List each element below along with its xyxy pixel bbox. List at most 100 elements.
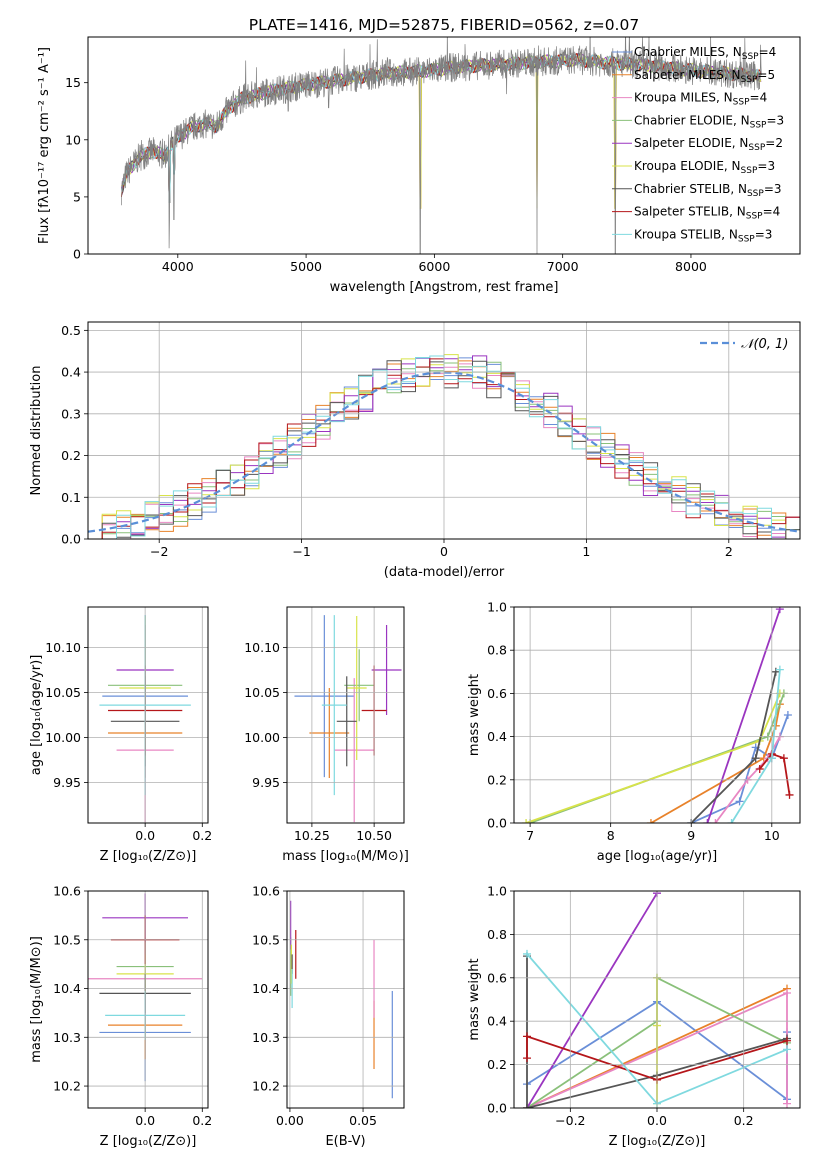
legend-label-chabrier_miles: Chabrier MILES, NSSP=4 xyxy=(634,45,776,62)
legend-label-text: Kroupa STELIB, N xyxy=(634,227,738,241)
weight-point-kroupa_stelib xyxy=(783,1045,791,1054)
legend-label-suffix: =4 xyxy=(750,91,768,105)
x-axis-label: Z [log₁₀(Z/Z⊙)] xyxy=(609,1134,706,1149)
y-tick-label: 10.10 xyxy=(45,640,81,655)
legend-label-subscript: SSP xyxy=(741,166,758,176)
legend-label-subscript: SSP xyxy=(742,52,759,62)
weight-point-kroupa_miles xyxy=(711,819,720,823)
x-tick-label: 0.2 xyxy=(734,1113,754,1128)
panel-age_vs_mass: 10.25 10.50 9.95 10.00 10.05 10.10 mass [log₁₀… xyxy=(244,606,409,864)
errorbar-chabrier_stelib xyxy=(336,676,357,767)
legend-label-suffix: =4 xyxy=(763,205,781,219)
panel-mass_vs_Z: 0.0 0.2 10.2 10.3 10.4 10.5 10.6 Z [log₁₀(Z/Z⊙)… xyxy=(29,884,212,1150)
y-tick-label: 0.2 xyxy=(487,772,507,787)
y-tick-label: 10.05 xyxy=(244,685,280,700)
x-tick-label: 0.0 xyxy=(135,1113,155,1128)
legend-label-salpeter_stelib: Salpeter STELIB, NSSP=4 xyxy=(634,205,780,222)
x-axis-label: age [log₁₀(age/yr)] xyxy=(597,849,718,864)
y-axis-label: mass weight xyxy=(467,958,482,1040)
x-tick-label: 8 xyxy=(607,828,615,843)
weight-point-kroupa_stelib xyxy=(775,665,784,674)
x-tick-label: 0.2 xyxy=(192,1113,212,1128)
figure-title: PLATE=1416, MJD=52875, FIBERID=0562, z=0… xyxy=(249,16,639,34)
legend-label-subscript: SSP xyxy=(747,189,764,199)
y-tick-label: 10.6 xyxy=(53,884,81,899)
legend-label-suffix: =3 xyxy=(755,227,773,241)
plot-area-spectrum xyxy=(120,37,762,254)
errorbar-salpeter_miles xyxy=(309,688,350,778)
y-tick-label: 15 xyxy=(65,75,81,90)
x-tick-label: 0.2 xyxy=(192,828,212,843)
weight-point-salpeter_stelib xyxy=(523,1054,531,1063)
weight-point-salpeter_elodie xyxy=(703,819,712,823)
weight-point-chabrier_stelib xyxy=(751,754,760,763)
y-tick-label: 10.00 xyxy=(244,730,280,745)
errorbar-kroupa_stelib xyxy=(321,615,347,796)
errorbar-kroupa_miles xyxy=(334,678,375,823)
legend-label-text: Salpeter ELODIE, N xyxy=(634,136,748,150)
axes-frame xyxy=(87,36,801,255)
y-tick-label: 10.05 xyxy=(45,685,81,700)
x-tick-label: 10 xyxy=(764,828,780,843)
legend-label-text: Kroupa MILES, N xyxy=(634,91,733,105)
legend-label-suffix: =5 xyxy=(757,68,775,82)
y-tick-label: 0.3 xyxy=(61,406,81,421)
weight-line-salpeter_stelib xyxy=(758,752,791,796)
y-tick-label: 5 xyxy=(73,189,81,204)
weight-point-kroupa_elodie xyxy=(522,819,531,823)
legend-label-suffix: =4 xyxy=(759,45,777,59)
errorbar-salpeter_elodie xyxy=(371,625,402,715)
plot-area-age_vs_mass xyxy=(294,615,402,823)
weight-point-kroupa_miles xyxy=(783,1099,791,1108)
legend-label-subscript: SSP xyxy=(746,212,763,222)
x-tick-label: 2 xyxy=(725,544,733,559)
legend-label-suffix: =3 xyxy=(766,113,784,127)
y-tick-label: 0.0 xyxy=(487,1101,507,1116)
y-tick-label: 10.2 xyxy=(53,1079,81,1094)
y-tick-label: 0.4 xyxy=(61,365,81,380)
y-tick-label: 10 xyxy=(65,132,81,147)
y-tick-label: 0.4 xyxy=(487,729,507,744)
y-tick-label: 0.0 xyxy=(61,532,81,547)
legend-label-text: Kroupa ELODIE, N xyxy=(634,159,741,173)
weight-line-chabrier_stelib xyxy=(526,956,788,1108)
legend-label-text: Chabrier ELODIE, N xyxy=(634,113,750,127)
y-tick-label: 0.6 xyxy=(487,686,507,701)
panel-age_vs_Z: 0.0 0.2 9.95 10.00 10.05 10.10 Z [log₁₀(Z/Z⊙)]… xyxy=(29,606,212,864)
y-tick-label: 0.4 xyxy=(487,1014,507,1029)
y-axis-label: Normed distribution xyxy=(29,366,44,496)
axes-frame xyxy=(286,890,405,1109)
legend-label-kroupa_stelib: Kroupa STELIB, NSSP=3 xyxy=(634,227,772,244)
weight-point-salpeter_miles xyxy=(646,819,655,823)
x-tick-label: 1 xyxy=(582,544,590,559)
weight-point-salpeter_elodie xyxy=(775,607,784,614)
y-tick-label: 0 xyxy=(73,247,81,262)
legend-label-kroupa_miles: Kroupa MILES, NSSP=4 xyxy=(634,91,767,108)
x-axis-label: mass [log₁₀(M/M⊙)] xyxy=(282,849,409,864)
y-tick-label: 0.5 xyxy=(61,323,81,338)
y-tick-label: 1.0 xyxy=(487,600,507,615)
legend-label-kroupa_elodie: Kroupa ELODIE, NSSP=3 xyxy=(634,159,775,176)
x-tick-label: −2 xyxy=(150,544,168,559)
x-axis-label: (data-model)/error xyxy=(384,565,505,580)
legend-label-subscript: SSP xyxy=(733,98,750,108)
x-tick-label: 0.0 xyxy=(135,828,155,843)
x-tick-label: −1 xyxy=(292,544,310,559)
weight-line-salpeter_elodie xyxy=(526,892,658,1108)
y-tick-label: 10.3 xyxy=(53,1030,81,1045)
legend-label-suffix: =2 xyxy=(765,136,783,150)
panel-weight_vs_age: 7 8 9 10 0.0 0.2 0.4 0.6 0.8 1.0 age [log₁₀(age/yr… xyxy=(467,600,801,864)
x-tick-label: 0.0 xyxy=(647,1113,667,1128)
x-tick-label: 9 xyxy=(687,828,695,843)
x-tick-label: 5000 xyxy=(290,259,322,274)
legend-label-salpeter_elodie: Salpeter ELODIE, NSSP=2 xyxy=(634,136,783,153)
y-tick-label: 10.4 xyxy=(53,981,81,996)
legend-label-subscript: SSP xyxy=(741,75,758,85)
y-tick-label: 0.8 xyxy=(487,927,507,942)
plot-area-mass_vs_ebv xyxy=(290,900,393,1099)
errorbar-chabrier_miles xyxy=(294,615,355,778)
x-tick-label: 0 xyxy=(440,544,448,559)
x-tick-label: 0.00 xyxy=(276,1113,304,1128)
